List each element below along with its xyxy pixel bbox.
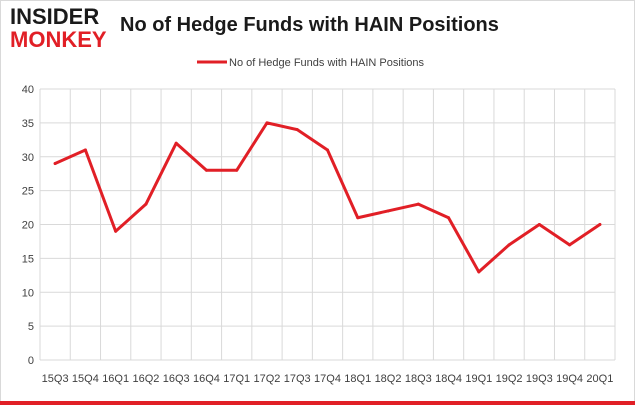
data-point-18Q4 [447,216,451,220]
insider-monkey-logo: INSIDER MONKEY [10,6,114,51]
data-point-15Q3 [53,162,57,166]
x-tick-label-17Q4: 17Q4 [314,373,341,385]
data-point-17Q1 [235,168,239,172]
data-point-18Q2 [386,209,390,213]
x-tick-label-17Q3: 17Q3 [284,373,311,385]
y-axis: 0 5 10 15 20 25 30 35 40 [22,84,34,367]
data-point-19Q4 [568,243,572,247]
y-tick-label: 40 [22,84,34,96]
x-tick-label-17Q1: 17Q1 [223,373,250,385]
x-axis: 15Q3 15Q4 16Q1 16Q2 16Q3 16Q4 17Q1 17Q2 17Q3 17Q4… [42,373,614,385]
x-tick-label-16Q1: 16Q1 [102,373,129,385]
y-tick-label: 30 [22,152,34,164]
data-point-16Q4 [204,168,208,172]
data-point-18Q1 [356,216,360,220]
x-tick-label-19Q4: 19Q4 [556,373,583,385]
y-tick-label: 0 [28,355,34,367]
y-tick-label: 15 [22,253,34,265]
x-tick-label-17Q2: 17Q2 [254,373,281,385]
page-title: No of Hedge Funds with HAIN Positions [120,14,499,36]
legend: No of Hedge Funds with HAIN Positions [197,57,425,69]
y-tick-label: 10 [22,287,34,299]
data-point-15Q4 [83,148,87,152]
x-tick-label-15Q3: 15Q3 [42,373,69,385]
y-tick-label: 35 [22,118,34,130]
x-tick-label-15Q4: 15Q4 [72,373,99,385]
x-tick-label-18Q4: 18Q4 [435,373,462,385]
y-tick-label: 5 [28,321,34,333]
data-point-17Q3 [295,128,299,132]
x-tick-label-16Q2: 16Q2 [132,373,159,385]
x-tick-label-16Q3: 16Q3 [163,373,190,385]
data-point-18Q3 [416,202,420,206]
x-tick-label-16Q4: 16Q4 [193,373,220,385]
x-tick-label-19Q2: 19Q2 [496,373,523,385]
x-tick-label-19Q1: 19Q1 [465,373,492,385]
x-tick-label-19Q3: 19Q3 [526,373,553,385]
data-point-19Q2 [507,243,511,247]
logo-line-2: MONKEY [10,27,107,52]
data-point-16Q2 [144,202,148,206]
series-line-0 [53,121,602,274]
gridlines [39,88,616,361]
bottom-accent-bar [0,401,635,405]
data-point-17Q2 [265,121,269,125]
x-tick-label-20Q1: 20Q1 [586,373,613,385]
y-tick-label: 20 [22,220,34,232]
x-tick-label-18Q2: 18Q2 [375,373,402,385]
data-point-16Q3 [174,141,178,145]
legend-label: No of Hedge Funds with HAIN Positions [229,57,425,69]
x-tick-label-18Q3: 18Q3 [405,373,432,385]
data-point-17Q4 [326,148,329,152]
x-tick-label-18Q1: 18Q1 [344,373,371,385]
data-point-19Q1 [477,270,481,274]
y-tick-label: 25 [22,186,34,198]
data-point-20Q1 [598,223,602,226]
logo-line-1: INSIDER [10,4,100,29]
data-point-16Q1 [114,229,118,233]
data-point-19Q3 [537,223,541,226]
series-group [53,121,602,274]
